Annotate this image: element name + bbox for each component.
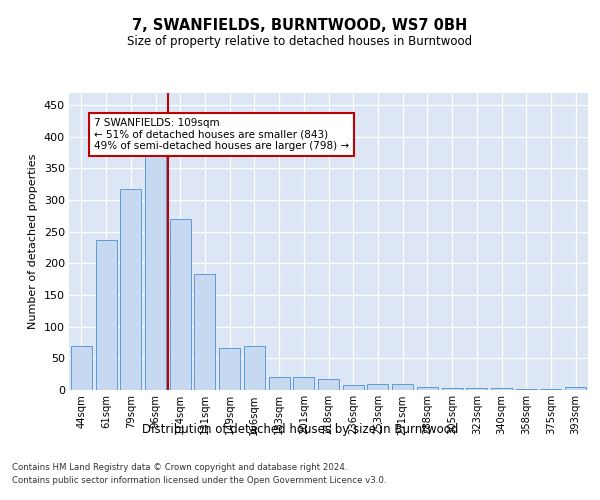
Bar <box>392 384 413 390</box>
Bar <box>244 346 265 390</box>
Bar <box>269 378 290 390</box>
Text: Size of property relative to detached houses in Burntwood: Size of property relative to detached ho… <box>127 35 473 48</box>
Bar <box>71 346 92 390</box>
Bar <box>442 388 463 390</box>
Bar <box>120 190 141 390</box>
Bar <box>516 388 537 390</box>
Text: Distribution of detached houses by size in Burntwood: Distribution of detached houses by size … <box>142 422 458 436</box>
Bar <box>219 348 240 390</box>
Bar <box>318 379 339 390</box>
Bar <box>293 378 314 390</box>
Text: Contains public sector information licensed under the Open Government Licence v3: Contains public sector information licen… <box>12 476 386 485</box>
Text: Contains HM Land Registry data © Crown copyright and database right 2024.: Contains HM Land Registry data © Crown c… <box>12 462 347 471</box>
Bar <box>194 274 215 390</box>
Bar <box>565 388 586 390</box>
Text: 7 SWANFIELDS: 109sqm
← 51% of detached houses are smaller (843)
49% of semi-deta: 7 SWANFIELDS: 109sqm ← 51% of detached h… <box>94 118 349 151</box>
Bar <box>417 388 438 390</box>
Bar <box>343 385 364 390</box>
Text: 7, SWANFIELDS, BURNTWOOD, WS7 0BH: 7, SWANFIELDS, BURNTWOOD, WS7 0BH <box>133 18 467 32</box>
Bar <box>466 388 487 390</box>
Bar <box>170 219 191 390</box>
Bar <box>95 240 116 390</box>
Bar <box>367 384 388 390</box>
Bar <box>491 388 512 390</box>
Bar <box>145 156 166 390</box>
Y-axis label: Number of detached properties: Number of detached properties <box>28 154 38 329</box>
